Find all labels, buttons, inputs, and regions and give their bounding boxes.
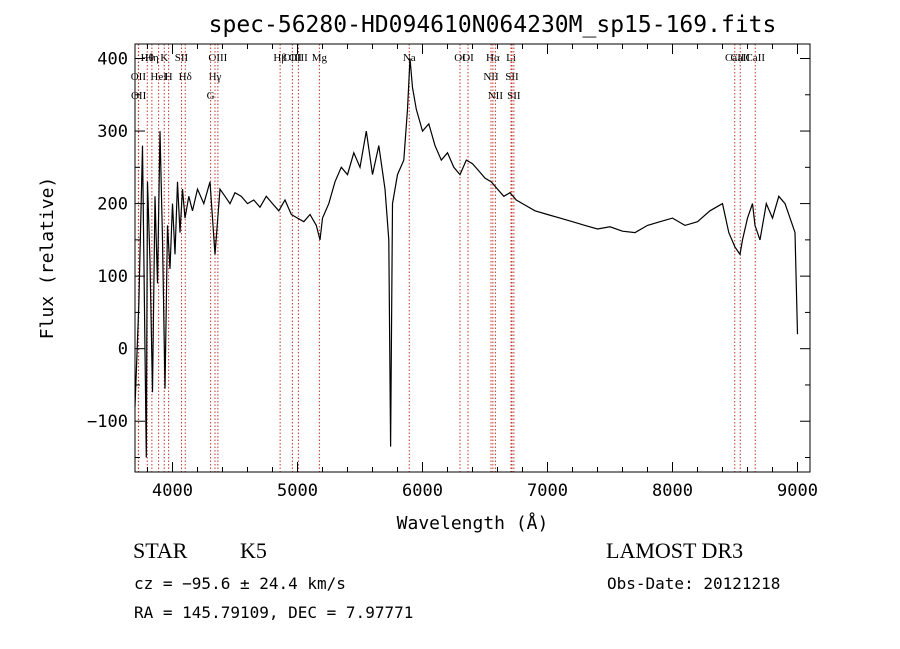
redshift-cz: cz = −95.6 ± 24.4 km/s — [134, 574, 346, 593]
line-marker-label: OIII — [208, 52, 227, 64]
line-marker-label: NII — [488, 90, 504, 102]
line-marker-label: Na — [403, 52, 416, 64]
line-marker-label: SII — [505, 71, 519, 83]
plot-frame — [134, 43, 811, 473]
line-marker-label: CaII — [730, 52, 750, 64]
obs-date: Obs-Date: 20121218 — [607, 574, 781, 593]
line-marker-label: CaII — [745, 52, 765, 64]
y-tick-label: 300 — [97, 122, 128, 142]
y-axis-label: Flux (relative) — [37, 177, 58, 340]
line-marker-label: Hη — [145, 52, 159, 64]
line-marker-label: K — [160, 52, 168, 64]
survey-name: LAMOST DR3 — [606, 538, 744, 563]
line-marker-label: HeI — [150, 71, 167, 83]
x-axis-label: Wavelength (Å) — [397, 512, 549, 534]
spectrum-line — [134, 58, 799, 458]
y-tick-label: 400 — [97, 50, 128, 70]
y-tick-label: 200 — [97, 195, 128, 215]
line-marker-label: OII — [131, 90, 147, 102]
line-marker-label: Hγ — [209, 71, 222, 83]
line-marker-label: OIII — [283, 52, 302, 64]
line-marker-label: NII — [483, 71, 499, 83]
x-tick-label: 7000 — [527, 481, 568, 501]
line-marker-label: OIII — [289, 52, 308, 64]
line-marker-label: Li — [506, 52, 516, 64]
x-tick-label: 6000 — [402, 481, 443, 501]
line-marker-label: OI — [454, 52, 466, 64]
line-marker-label: H — [165, 71, 173, 83]
line-marker-label: Hβ — [273, 52, 287, 64]
line-marker-label: G — [207, 90, 215, 102]
object-subclass: K5 — [240, 538, 267, 563]
line-marker-label: Hδ — [179, 71, 192, 83]
line-marker-label: Hθ — [141, 52, 154, 64]
chart-title: spec-56280-HD094610N064230M_sp15-169.fit… — [209, 12, 777, 38]
line-marker-label: SII — [507, 90, 521, 102]
line-marker-label: Mg — [312, 52, 328, 64]
line-marker-label: OI — [462, 52, 474, 64]
ra-dec: RA = 145.79109, DEC = 7.97771 — [134, 603, 414, 622]
y-tick-label: 100 — [97, 267, 128, 287]
y-tick-label: −100 — [87, 412, 128, 432]
x-tick-label: 8000 — [652, 481, 693, 501]
x-tick-label: 5000 — [277, 481, 318, 501]
x-tick-label: 4000 — [152, 481, 193, 501]
y-tick-label: 0 — [118, 340, 128, 360]
line-marker-label: SII — [175, 52, 189, 64]
line-marker-label: Hα — [486, 52, 500, 64]
x-tick-label: 9000 — [777, 481, 818, 501]
object-class: STAR — [133, 538, 188, 563]
